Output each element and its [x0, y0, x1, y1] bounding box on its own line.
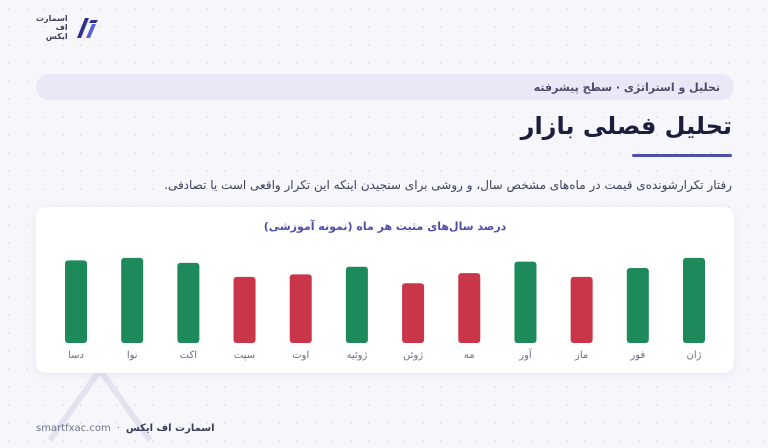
breadcrumb: تحلیل و استراتژی · سطح پیشرفته	[36, 74, 734, 100]
logo-text: اسمارت اف ایکس	[36, 14, 68, 41]
month-label-8: اوت	[292, 350, 309, 361]
bar-7	[345, 266, 368, 343]
bar-5	[458, 273, 481, 343]
bar-10	[177, 262, 200, 343]
month-label-1: ژان	[687, 350, 702, 361]
brand-logo[interactable]: اسمارت اف ایکس	[36, 14, 100, 41]
bar-11	[121, 257, 144, 343]
month-label-7: ژوئیه	[346, 350, 367, 361]
bar-6	[402, 283, 425, 343]
chart-title: درصد سال‌های مثبت هر ماه (نمونه آموزشی)	[263, 220, 507, 233]
bar-4	[514, 261, 537, 343]
footer-url[interactable]: smartfxac.com	[36, 423, 111, 434]
logo-mark-icon	[76, 17, 98, 38]
bar-12	[65, 260, 87, 343]
month-label-10: اکت	[180, 350, 197, 361]
page-subtitle: رفتار تکرارشونده‌ی قیمت در ماه‌های مشخص …	[164, 178, 732, 192]
page-title: تحلیل فصلی بازار	[520, 112, 732, 140]
month-label-4: آور	[518, 348, 533, 361]
footer: smartfxac.com · اسمارت اف ایکس	[36, 423, 215, 434]
title-underline	[632, 154, 732, 157]
chart-card: درصد سال‌های مثبت هر ماه (نمونه آموزشی) …	[36, 207, 734, 373]
bar-1	[683, 257, 705, 343]
monthly-bar-chart: ژان فور مار آور مه ژوئن ژوئیه اوت سپت اکت نوا دسا	[65, 257, 705, 361]
month-label-6: ژوئن	[403, 350, 423, 361]
bar-9	[233, 276, 256, 343]
footer-brand: اسمارت اف ایکس	[125, 423, 215, 434]
month-label-12: دسا	[68, 350, 84, 361]
month-label-2: فور	[629, 350, 645, 361]
month-label-5: مه	[464, 350, 475, 361]
month-label-9: سپت	[234, 350, 255, 361]
footer-separator: ·	[116, 423, 120, 434]
decorative-shape	[47, 364, 153, 442]
bar-8	[289, 274, 312, 343]
breadcrumb-text: تحلیل و استراتژی · سطح پیشرفته	[533, 80, 720, 94]
bar-3	[570, 276, 593, 343]
month-label-11: نوا	[127, 350, 138, 361]
month-label-3: مار	[574, 350, 588, 361]
bar-2	[626, 268, 649, 343]
